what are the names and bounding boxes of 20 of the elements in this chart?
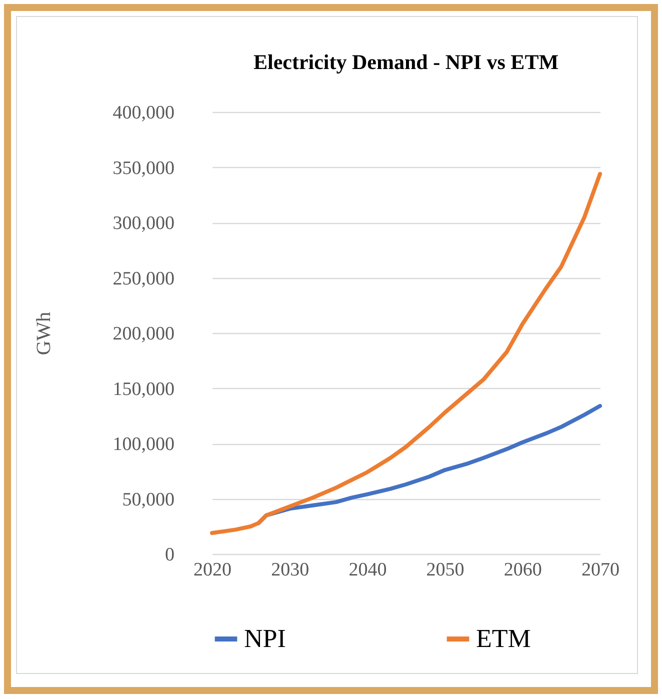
legend-label: NPI <box>244 624 286 653</box>
legend-label: ETM <box>476 624 531 653</box>
y-tick-label: 400,000 <box>112 102 174 124</box>
y-tick-label: 100,000 <box>112 434 174 455</box>
x-tick-label: 2020 <box>194 560 232 580</box>
y-tick-label: 50,000 <box>122 489 174 510</box>
x-tick-label: 2070 <box>582 560 620 580</box>
y-tick-label: 0 <box>165 544 174 566</box>
x-tick-label: 2030 <box>271 560 310 580</box>
y-tick-label: 150,000 <box>112 378 174 400</box>
y-tick-label: 200,000 <box>112 324 174 344</box>
chart-title: Electricity Demand - NPI vs ETM <box>253 50 559 74</box>
y-tick-label: 250,000 <box>112 268 174 290</box>
y-axis-title: GWh <box>32 312 55 356</box>
y-tick-label: 350,000 <box>112 158 174 179</box>
y-tick-label: 300,000 <box>112 213 174 234</box>
x-tick-label: 2060 <box>504 560 542 580</box>
line-series <box>210 172 602 536</box>
x-tick-label: 2040 <box>348 560 387 580</box>
x-tick-label: 2050 <box>426 560 464 580</box>
